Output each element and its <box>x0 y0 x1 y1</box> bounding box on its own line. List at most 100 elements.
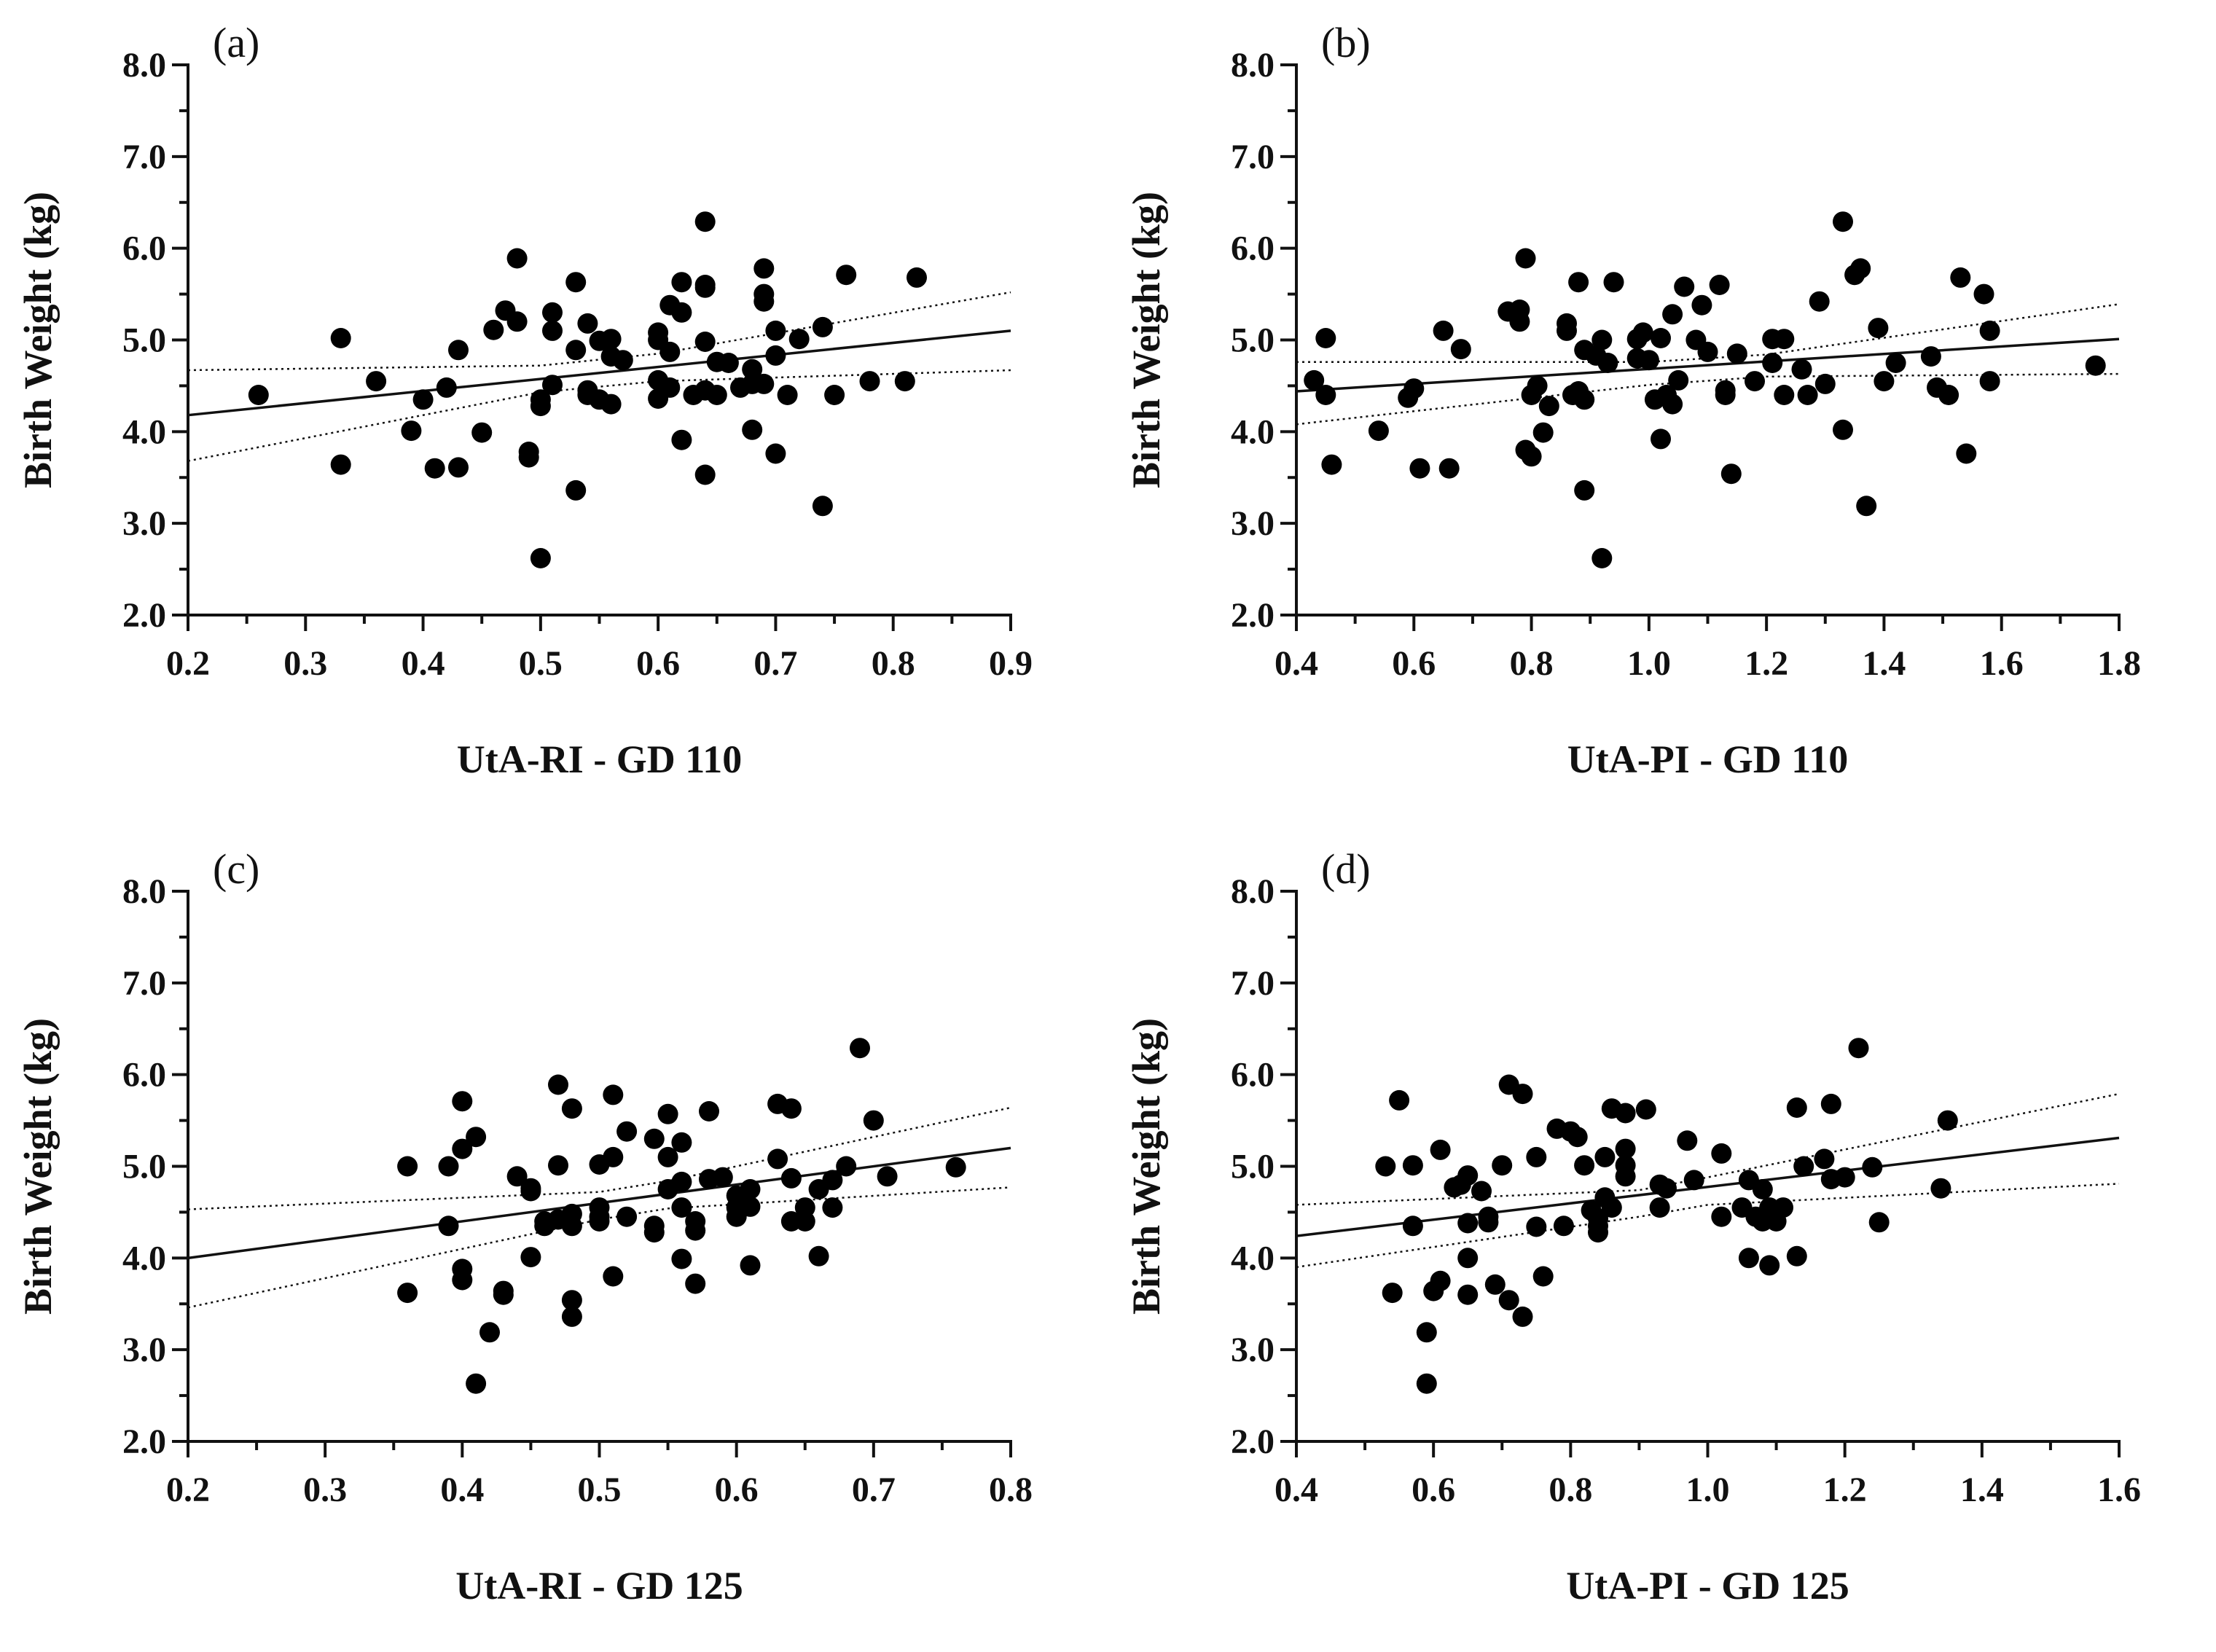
data-point <box>1402 1215 1423 1237</box>
y-axis-title: Birth Weight (kg) <box>16 192 60 488</box>
data-point <box>1597 353 1618 373</box>
y-tick-label: 8.0 <box>122 46 166 85</box>
data-point <box>561 1290 582 1311</box>
data-point <box>1820 1093 1841 1114</box>
x-tick-label: 1.4 <box>1862 644 1906 683</box>
x-tick-label: 0.4 <box>440 1471 484 1509</box>
data-point <box>548 1155 568 1176</box>
data-point <box>740 1196 761 1217</box>
y-tick-label: 8.0 <box>1231 872 1275 911</box>
data-point <box>1868 318 1889 339</box>
data-point <box>506 311 528 332</box>
data-point <box>466 1373 487 1394</box>
data-point <box>1416 1373 1437 1394</box>
data-point <box>659 377 681 398</box>
data-point <box>1433 320 1454 341</box>
x-tick-label: 0.6 <box>1392 644 1436 683</box>
data-point <box>561 1306 582 1327</box>
data-point <box>1526 1216 1547 1237</box>
scatter-plot-svg-b: 2.0 3.0 4.0 5.0 6.0 7.0 8.0 0.4 0.6 0.8 1.0 1.2 1.4 1… <box>1124 19 2141 781</box>
data-point <box>1512 1306 1533 1327</box>
data-point <box>894 371 915 392</box>
data-point <box>1833 419 1853 440</box>
data-point <box>824 385 845 405</box>
y-axis-title: Birth Weight (kg) <box>16 1018 60 1315</box>
data-point <box>907 267 927 288</box>
data-point <box>1304 369 1325 391</box>
data-point <box>1632 322 1653 343</box>
x-tick-label: 1.0 <box>1686 1471 1730 1509</box>
data-point <box>1979 320 2000 341</box>
data-point <box>600 394 622 415</box>
data-point <box>1403 378 1425 399</box>
data-point <box>1651 328 1671 348</box>
panel-label: (d) <box>1321 845 1371 893</box>
data-point <box>1885 353 1906 373</box>
data-point <box>520 1181 541 1202</box>
x-tick-label: 0.6 <box>636 644 680 683</box>
x-tick-label: 1.2 <box>1745 644 1788 683</box>
y-tick-label: 2.0 <box>122 1422 166 1461</box>
x-tick-label: 0.7 <box>852 1471 896 1509</box>
data-point <box>2085 355 2106 376</box>
data-point <box>1315 328 1336 348</box>
data-point <box>1720 463 1742 485</box>
data-point <box>1409 458 1430 479</box>
data-point <box>1515 248 1536 269</box>
y-tick-label: 7.0 <box>1231 138 1275 176</box>
regression-line <box>187 329 1011 417</box>
data-point <box>1973 283 1994 305</box>
x-tick-label: 1.4 <box>1960 1471 2004 1509</box>
data-point <box>1521 446 1542 467</box>
data-point <box>1484 1274 1506 1295</box>
ci-upper-line <box>1296 303 2120 363</box>
data-point <box>765 345 786 366</box>
scatter-plot-svg-d: 2.0 3.0 4.0 5.0 6.0 7.0 8.0 0.4 0.6 0.8 1.0 1.2 1.4 1… <box>1124 845 2141 1608</box>
data-point <box>412 389 434 410</box>
data-point <box>1588 1222 1608 1243</box>
data-point <box>1786 1097 1807 1118</box>
x-tick-label: 1.8 <box>2097 644 2141 683</box>
y-tick-label: 2.0 <box>122 596 166 635</box>
data-point <box>438 1156 459 1177</box>
data-point <box>1509 311 1530 332</box>
data-point <box>1709 275 1730 295</box>
data-point <box>561 1098 582 1119</box>
x-tick-label: 0.8 <box>1549 1471 1592 1509</box>
data-point <box>1668 369 1689 391</box>
data-point <box>685 1273 706 1294</box>
x-tick-label: 0.3 <box>303 1471 347 1509</box>
ci-lower-line <box>1296 372 2120 426</box>
data-point <box>685 1220 706 1241</box>
data-point <box>1850 258 1871 279</box>
x-tick-label: 0.8 <box>872 644 915 683</box>
data-point <box>466 1127 487 1148</box>
data-point <box>694 464 716 485</box>
data-point <box>1478 1212 1499 1233</box>
data-point <box>616 1206 638 1227</box>
data-point <box>452 1269 473 1291</box>
data-point <box>1793 1156 1814 1177</box>
data-point <box>452 1091 473 1112</box>
data-point <box>565 340 587 361</box>
data-point <box>694 332 716 352</box>
data-point <box>589 1211 610 1232</box>
data-point <box>740 1179 761 1199</box>
data-point <box>493 1284 514 1305</box>
x-axis-title: UtA-PI - GD 125 <box>1566 1564 1849 1608</box>
data-point <box>1677 1130 1698 1151</box>
x-tick-label: 0.8 <box>989 1471 1033 1509</box>
data-point <box>740 1255 761 1276</box>
data-point <box>1874 371 1895 392</box>
scatter-plot-svg-c: 2.0 3.0 4.0 5.0 6.0 7.0 8.0 0.2 0.3 0.4 0.5 0.6 0.7 0… <box>16 845 1033 1608</box>
data-point <box>1920 346 1941 367</box>
data-point <box>1726 343 1747 364</box>
y-tick-label: 7.0 <box>122 964 166 1003</box>
data-point <box>718 353 739 373</box>
data-point <box>330 328 351 348</box>
y-tick-label: 7.0 <box>1231 964 1275 1003</box>
x-tick-label: 0.3 <box>283 644 327 683</box>
data-point <box>765 320 786 341</box>
data-point <box>616 1121 638 1142</box>
data-point <box>1711 1143 1732 1164</box>
